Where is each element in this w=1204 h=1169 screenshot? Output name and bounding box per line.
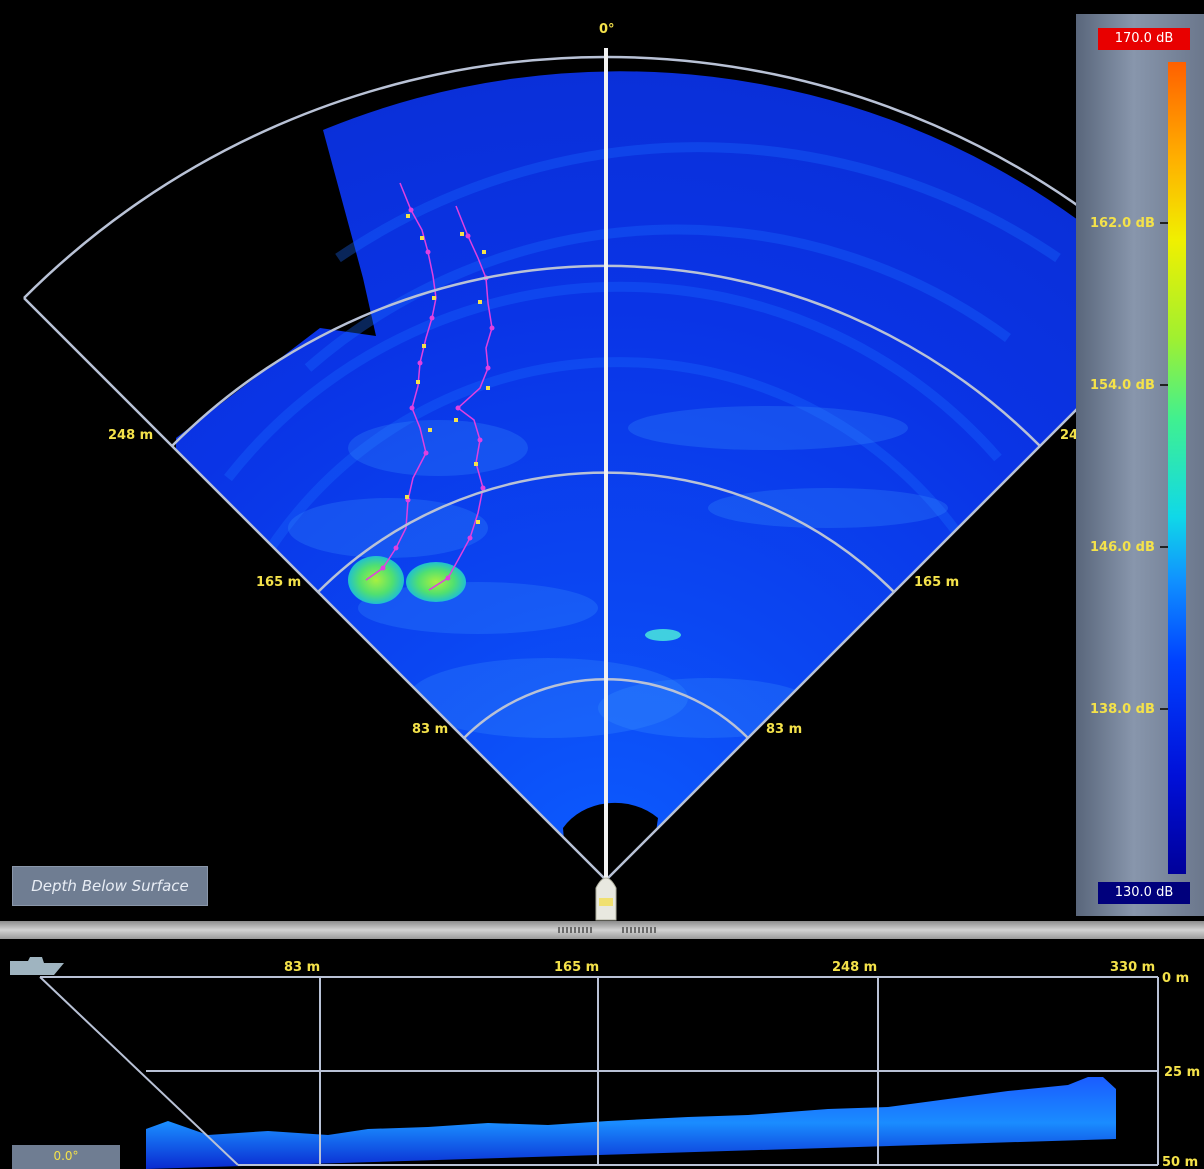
- scale-tick: [1160, 222, 1168, 224]
- side-profile-canvas[interactable]: [8, 939, 1204, 1169]
- vessel-side-icon: [10, 957, 64, 975]
- side-depth-label: 25 m: [1164, 1065, 1201, 1080]
- color-scale-legend: 170.0 dB 162.0 dB 154.0 dB 146.0 dB 138.…: [1076, 14, 1204, 916]
- side-grid: [39, 976, 1159, 1166]
- side-range-label: 165 m: [554, 960, 600, 975]
- scale-tick-label: 154.0 dB: [1090, 378, 1155, 393]
- side-range-label: 248 m: [832, 960, 878, 975]
- scale-min-label[interactable]: 130.0 dB: [1098, 882, 1190, 904]
- scale-tick-label: 162.0 dB: [1090, 216, 1155, 231]
- range-label-83-left: 83 m: [412, 722, 449, 737]
- bearing-label: 0°: [599, 22, 615, 37]
- side-range-label: 330 m: [1110, 960, 1156, 975]
- side-profile-view[interactable]: 83 m 165 m 248 m 330 m 0 m 25 m 50 m 0.0…: [8, 939, 1204, 1169]
- range-label-165-left: 165 m: [256, 575, 302, 590]
- side-range-label: 83 m: [284, 960, 321, 975]
- range-label-248-left: 248 m: [108, 428, 154, 443]
- scale-tick-label: 138.0 dB: [1090, 702, 1155, 717]
- sonar-fan-view[interactable]: 0° 248 m 248 m 165 m 165 m 83 m 83 m Dep…: [8, 8, 1204, 921]
- side-depth-label: 50 m: [1162, 1155, 1199, 1169]
- target-cluster-2[interactable]: [406, 562, 466, 602]
- scale-tick: [1160, 546, 1168, 548]
- vessel-icon: [595, 877, 617, 921]
- scale-tick: [1160, 708, 1168, 710]
- scale-max-label[interactable]: 170.0 dB: [1098, 28, 1190, 50]
- color-scale-bar: [1168, 62, 1186, 874]
- sonar-return-image: [176, 71, 1148, 880]
- seabed-return: [146, 1077, 1116, 1169]
- tilt-angle-readout[interactable]: 0.0°: [12, 1145, 120, 1169]
- splitter-grip: [558, 927, 592, 933]
- track-points: [380, 207, 495, 581]
- sonar-fan-canvas[interactable]: [8, 8, 1204, 921]
- scale-tick-label: 146.0 dB: [1090, 540, 1155, 555]
- depth-mode-button[interactable]: Depth Below Surface: [12, 866, 208, 906]
- target-cluster-3[interactable]: [645, 629, 681, 641]
- splitter-grip: [622, 927, 656, 933]
- range-label-83-right: 83 m: [766, 722, 803, 737]
- side-depth-label: 0 m: [1162, 971, 1190, 986]
- pane-splitter[interactable]: [0, 921, 1204, 939]
- scale-tick: [1160, 384, 1168, 386]
- target-cluster-1[interactable]: [348, 556, 404, 604]
- range-label-165-right: 165 m: [914, 575, 960, 590]
